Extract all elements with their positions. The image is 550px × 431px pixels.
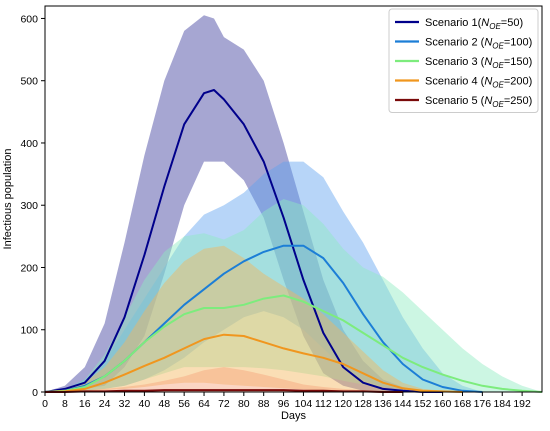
y-tick-label: 200 (20, 262, 38, 274)
x-tick-label: 64 (198, 398, 210, 410)
plot-frame (44, 5, 543, 393)
line-scenario-1 (44, 89, 443, 393)
band-scenario-1 (45, 15, 443, 393)
x-tick-label: 8 (62, 398, 68, 410)
line-scenario-3 (44, 294, 543, 393)
x-tick-label: 96 (278, 398, 290, 410)
x-tick-label: 160 (434, 398, 452, 410)
y-tick-label: 100 (20, 325, 38, 337)
x-tick-label: 80 (238, 398, 250, 410)
y-tick-label: 400 (20, 138, 38, 150)
legend: Scenario 1(NOE=50) Scenario 2 (NOE=100) Sc… (388, 8, 539, 113)
x-tick-label: 128 (354, 398, 372, 410)
x-tick-label: 136 (374, 398, 392, 410)
x-tick-label: 144 (394, 398, 412, 410)
legend-label-scenario-1: Scenario 1(NOE=50) (425, 17, 523, 31)
line-scenario-5 (45, 389, 403, 393)
x-tick-label: 88 (258, 398, 270, 410)
x-tick-label: 48 (158, 398, 170, 410)
legend-label-scenario-4: Scenario 4 (NOE=200) (425, 76, 532, 90)
legend-box (388, 8, 539, 113)
x-tick-label: 184 (493, 398, 511, 410)
x-tick-label: 40 (139, 398, 151, 410)
axes: 0 8 16 24 32 40 48 56 64 72 80 88 96 104 112 120 128 136 1… (20, 5, 543, 410)
x-axis-label: Days (281, 410, 307, 422)
x-tick-label: 120 (334, 398, 352, 410)
legend-label-scenario-5: Scenario 5 (NOE=250) (425, 95, 532, 109)
legend-label-scenario-3: Scenario 3 (NOE=150) (425, 56, 532, 70)
x-tick-label: 24 (99, 398, 111, 410)
x-tick-label: 152 (414, 398, 432, 410)
band-scenario-5 (45, 367, 403, 392)
band-scenario-4 (45, 245, 463, 392)
y-tick-label: 300 (20, 200, 38, 212)
x-tick-label: 192 (513, 398, 531, 410)
x-tick-label: 176 (474, 398, 492, 410)
x-tick-label: 104 (295, 398, 313, 410)
series-lines (44, 89, 543, 393)
x-tick-label: 56 (178, 398, 190, 410)
x-tick-label: 112 (315, 398, 332, 410)
x-tick-label: 72 (218, 398, 230, 410)
band-scenario-3 (45, 199, 542, 392)
y-axis-label: Infectious population (2, 149, 14, 250)
x-tick-label: 0 (42, 398, 48, 410)
y-tick-label: 600 (20, 13, 38, 25)
y-tick-label: 0 (32, 387, 38, 399)
legend-label-scenario-2: Scenario 2 (NOE=100) (425, 37, 532, 51)
y-tick-label: 500 (20, 76, 38, 88)
x-tick-label: 32 (119, 398, 131, 410)
x-tick-label: 168 (454, 398, 472, 410)
line-scenario-4 (44, 333, 463, 393)
x-tick-label: 16 (79, 398, 91, 410)
